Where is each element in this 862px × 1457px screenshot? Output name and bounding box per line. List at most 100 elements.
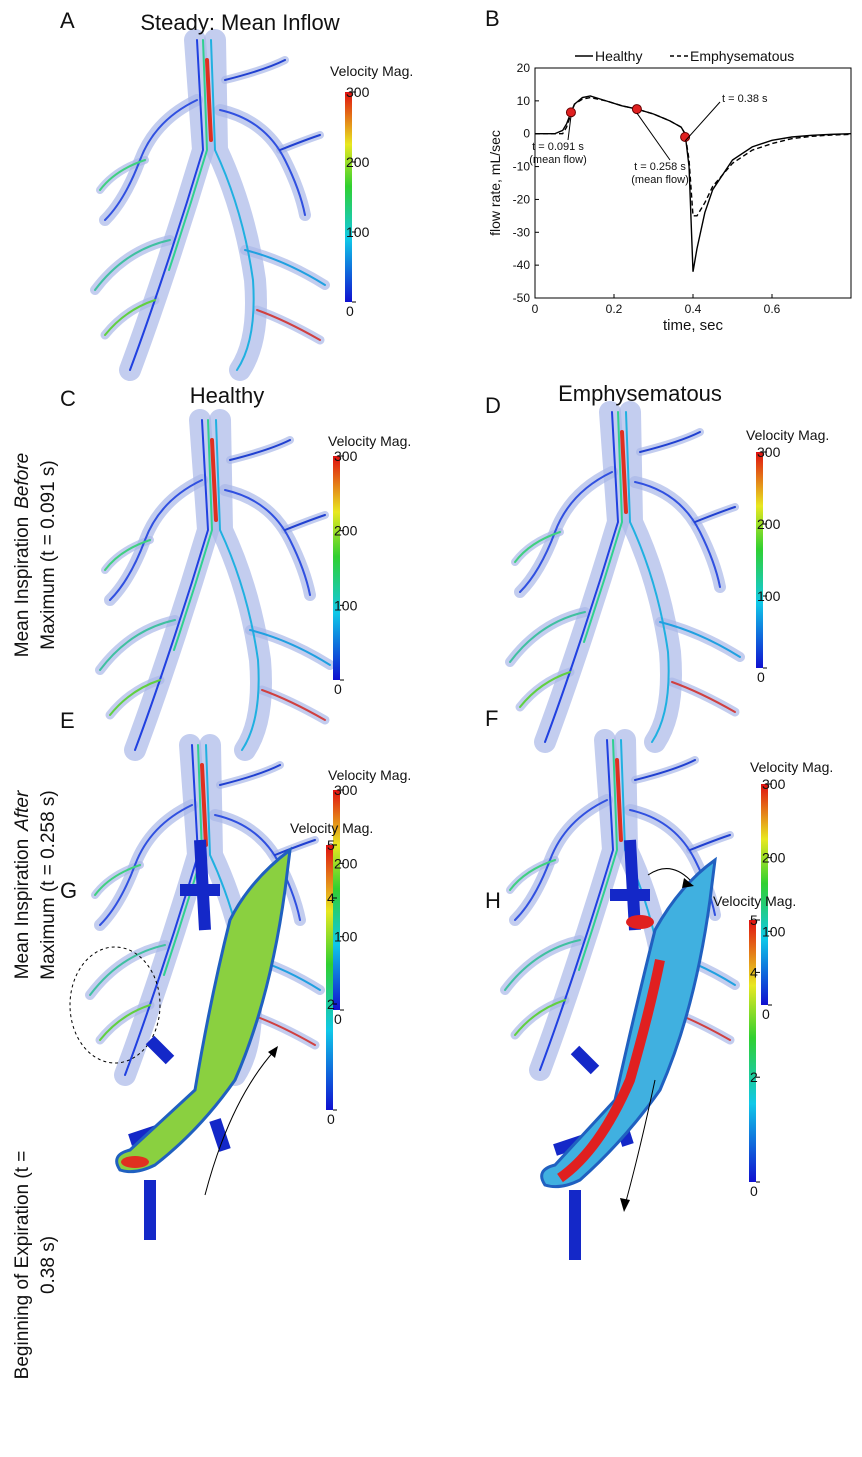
- colorbar-tick-label: 0: [762, 1006, 770, 1022]
- colorbar-tick-label: 0: [750, 1183, 758, 1199]
- x-tick-label: 0.6: [764, 302, 781, 316]
- x-tick-label: 0.4: [685, 302, 702, 316]
- colorbar: [749, 920, 756, 1182]
- row-label: Mean Inspiration After: [12, 790, 33, 979]
- colorbar-title: Velocity Mag.: [290, 820, 373, 836]
- x-tick-label: 0.2: [606, 302, 623, 316]
- annotation: t = 0.38 s: [722, 93, 768, 105]
- annotation: t = 0.258 s: [634, 161, 686, 173]
- panel-label: F: [485, 706, 498, 731]
- colorbar-title: Velocity Mag.: [328, 767, 411, 783]
- colorbar-tick-label: 300: [757, 444, 781, 460]
- y-tick-label: -10: [513, 160, 531, 174]
- colorbar-tick-label: 0: [327, 1111, 335, 1127]
- y-tick-label: 20: [517, 61, 531, 75]
- colorbar-tick-label: 2: [327, 996, 335, 1012]
- colorbar-title: Velocity Mag.: [330, 63, 413, 79]
- column-title: Healthy: [190, 383, 265, 408]
- row-label: Maximum (t = 0.091 s): [38, 460, 59, 650]
- event-marker: [680, 132, 691, 142]
- column-title: Emphysematous: [558, 381, 722, 406]
- colorbar-title: Velocity Mag.: [328, 433, 411, 449]
- event-marker: [565, 107, 576, 118]
- colorbar-tick-label: 200: [334, 855, 358, 871]
- segment-image-g: [115, 839, 292, 1240]
- y-tick-label: 10: [517, 94, 531, 108]
- colorbar-tick-label: 0: [334, 1011, 342, 1027]
- y-tick-label: -40: [513, 258, 531, 272]
- annotation: t = 0.091 s: [532, 141, 584, 153]
- annotation-arrow: [567, 116, 572, 141]
- highlight-ellipse: [69, 946, 161, 1064]
- colorbar-tick-label: 200: [762, 850, 786, 866]
- colorbar: [326, 845, 333, 1110]
- colorbar-tick-label: 100: [334, 597, 358, 613]
- line-series: [535, 95, 852, 272]
- row-label: Beginning of Expiration (t =: [12, 1151, 33, 1380]
- row-label: Mean Inspiration Before: [12, 453, 33, 657]
- airway-image: [100, 420, 330, 750]
- colorbar-tick-label: 4: [750, 964, 758, 980]
- row-label: 0.38 s): [38, 1236, 59, 1294]
- row-label-emphasis: After: [12, 790, 33, 832]
- row-label-text: Beginning of Expiration (t =: [12, 1151, 33, 1380]
- annotation-arrow: [636, 112, 671, 161]
- colorbar-tick-label: 0: [334, 681, 342, 697]
- colorbar-tick-label: 2: [750, 1069, 758, 1085]
- colorbar-title: Velocity Mag.: [746, 427, 829, 443]
- colorbar-tick-label: 300: [762, 776, 786, 792]
- colorbar-tick-label: 300: [334, 782, 358, 798]
- colorbar-tick-label: 300: [346, 84, 370, 100]
- y-tick-label: -20: [513, 192, 531, 206]
- y-tick-label: -30: [513, 225, 531, 239]
- y-tick-label: 0: [523, 127, 530, 141]
- airway-image: [510, 412, 740, 742]
- colorbar-tick-label: 200: [757, 516, 781, 532]
- x-tick-label: 0: [532, 302, 539, 316]
- colorbar-tick-label: 200: [346, 154, 370, 170]
- y-axis-label: flow rate, mL/sec: [487, 130, 503, 236]
- panel-label: E: [60, 708, 75, 733]
- panel-label: B: [485, 6, 500, 31]
- colorbar-tick-label: 0: [346, 303, 354, 319]
- x-axis-label: time, sec: [663, 317, 724, 334]
- panel-label: C: [60, 386, 76, 411]
- colorbar: [333, 790, 340, 1010]
- colorbar: [761, 784, 768, 1005]
- colorbar-tick-label: 200: [334, 523, 358, 539]
- row-label-emphasis: Before: [12, 453, 33, 509]
- annotation-arrow: [684, 101, 721, 142]
- colorbar-tick-label: 0: [757, 669, 765, 685]
- colorbar-tick-label: 100: [762, 923, 786, 939]
- event-marker: [631, 104, 642, 115]
- colorbar-title: Velocity Mag.: [713, 893, 796, 909]
- segment-image-h: [540, 839, 717, 1260]
- colorbar: [756, 452, 763, 668]
- colorbar-tick-label: 100: [334, 929, 358, 945]
- colorbar-tick-label: 5: [327, 837, 335, 853]
- panel-label: A: [60, 8, 75, 33]
- colorbar: [333, 456, 340, 680]
- panel-label: H: [485, 888, 501, 913]
- annotation-note: (mean flow): [529, 154, 586, 166]
- colorbar-tick-label: 5: [750, 912, 758, 928]
- colorbar-tick-label: 100: [346, 224, 370, 240]
- airway-image: [95, 40, 325, 370]
- colorbar: [345, 92, 352, 302]
- colorbar-title: Velocity Mag.: [750, 759, 833, 775]
- row-label-text: Mean Inspiration: [12, 517, 33, 657]
- row-label: Maximum (t = 0.258 s): [38, 790, 59, 980]
- annotation-note: (mean flow): [631, 174, 688, 186]
- colorbar-tick-label: 300: [334, 448, 358, 464]
- legend-label: Emphysematous: [690, 48, 794, 64]
- colorbar-tick-label: 100: [757, 588, 781, 604]
- y-tick-label: -50: [513, 291, 531, 305]
- panel-label: D: [485, 393, 501, 418]
- colorbar-tick-label: 4: [327, 890, 335, 906]
- row-label-text: Mean Inspiration: [12, 839, 33, 979]
- panel-title: Steady: Mean Inflow: [140, 10, 339, 35]
- panel-label: G: [60, 878, 77, 903]
